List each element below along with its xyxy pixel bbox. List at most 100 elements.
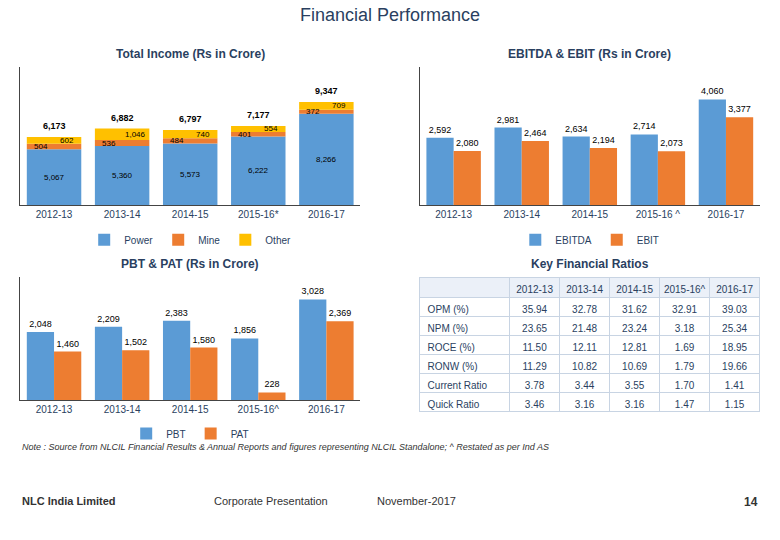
svg-text:3,377: 3,377	[728, 104, 751, 114]
svg-text:6,222: 6,222	[248, 166, 269, 175]
svg-text:PBT & PAT (Rs in Crore): PBT & PAT (Rs in Crore)	[121, 257, 259, 271]
svg-text:3.16: 3.16	[575, 399, 595, 410]
svg-text:1.15: 1.15	[725, 399, 745, 410]
svg-text:536: 536	[102, 139, 116, 148]
svg-text:3.78: 3.78	[525, 380, 545, 391]
svg-text:RONW (%): RONW (%)	[428, 361, 478, 372]
svg-text:OPM (%): OPM (%)	[428, 304, 469, 315]
svg-text:2016-17: 2016-17	[716, 284, 753, 295]
svg-text:23.65: 23.65	[522, 323, 547, 334]
svg-text:PBT: PBT	[166, 429, 185, 440]
svg-text:2012-13: 2012-13	[435, 209, 472, 220]
svg-text:504: 504	[34, 142, 48, 151]
svg-text:1,460: 1,460	[56, 339, 79, 349]
svg-text:2014-15: 2014-15	[172, 209, 209, 220]
svg-text:19.66: 19.66	[722, 361, 747, 372]
svg-text:2014-15: 2014-15	[571, 209, 608, 220]
svg-text:EBITDA & EBIT (Rs in Crore): EBITDA & EBIT (Rs in Crore)	[508, 47, 671, 61]
svg-text:NLC India Limited: NLC India Limited	[22, 495, 116, 507]
svg-text:2,981: 2,981	[497, 115, 520, 125]
svg-text:Other: Other	[265, 235, 291, 246]
svg-text:ROCE (%): ROCE (%)	[428, 342, 475, 353]
svg-text:EBITDA: EBITDA	[555, 235, 591, 246]
svg-text:2,369: 2,369	[329, 308, 352, 318]
svg-text:25.34: 25.34	[722, 323, 747, 334]
svg-text:2,592: 2,592	[429, 125, 452, 135]
svg-text:November-2017: November-2017	[377, 495, 456, 507]
svg-text:7,177: 7,177	[247, 110, 270, 120]
svg-text:23.24: 23.24	[622, 323, 647, 334]
svg-text:Note : Source from NLCIL Finan: Note : Source from NLCIL Financial Resul…	[22, 442, 549, 452]
svg-text:3.55: 3.55	[625, 380, 645, 391]
svg-text:5,573: 5,573	[180, 170, 201, 179]
svg-text:2014-15: 2014-15	[172, 404, 209, 415]
svg-text:21.48: 21.48	[572, 323, 597, 334]
svg-text:18.95: 18.95	[722, 342, 747, 353]
svg-text:1.41: 1.41	[725, 380, 745, 391]
svg-text:6,797: 6,797	[179, 114, 202, 124]
svg-text:11.29: 11.29	[522, 361, 547, 372]
svg-text:4,060: 4,060	[701, 86, 724, 96]
svg-text:NPM (%): NPM (%)	[428, 323, 469, 334]
svg-text:3.46: 3.46	[525, 399, 545, 410]
svg-text:Power: Power	[124, 235, 153, 246]
svg-text:2012-13: 2012-13	[36, 404, 73, 415]
svg-text:6,173: 6,173	[43, 121, 66, 131]
svg-text:2013-14: 2013-14	[104, 209, 141, 220]
svg-text:2013-14: 2013-14	[566, 284, 603, 295]
svg-text:31.62: 31.62	[622, 304, 647, 315]
svg-text:Financial Performance: Financial Performance	[300, 5, 480, 25]
svg-text:2015-16 ^: 2015-16 ^	[636, 209, 680, 220]
svg-text:Quick Ratio: Quick Ratio	[428, 399, 480, 410]
svg-text:2012-13: 2012-13	[36, 209, 73, 220]
svg-text:11.50: 11.50	[522, 342, 547, 353]
svg-text:2016-17: 2016-17	[308, 209, 345, 220]
svg-text:401: 401	[238, 130, 252, 139]
svg-text:5,360: 5,360	[112, 171, 133, 180]
svg-text:3.18: 3.18	[675, 323, 695, 334]
svg-text:1,580: 1,580	[193, 335, 216, 345]
svg-text:EBIT: EBIT	[637, 235, 659, 246]
svg-text:10.82: 10.82	[572, 361, 597, 372]
svg-text:Total Income (Rs in Crore): Total Income (Rs in Crore)	[116, 47, 265, 61]
svg-text:2014-15: 2014-15	[616, 284, 653, 295]
svg-text:2,048: 2,048	[29, 319, 52, 329]
svg-text:2013-14: 2013-14	[503, 209, 540, 220]
svg-text:1,856: 1,856	[233, 325, 256, 335]
svg-text:1.47: 1.47	[675, 399, 695, 410]
svg-text:2013-14: 2013-14	[104, 404, 141, 415]
svg-text:2,464: 2,464	[524, 128, 547, 138]
svg-text:2,080: 2,080	[456, 138, 479, 148]
svg-text:2015-16*: 2015-16*	[238, 209, 279, 220]
svg-text:1.70: 1.70	[675, 380, 695, 391]
svg-text:1,502: 1,502	[124, 337, 147, 347]
svg-text:12.81: 12.81	[622, 342, 647, 353]
svg-text:Corporate Presentation: Corporate Presentation	[214, 495, 328, 507]
svg-text:5,067: 5,067	[44, 173, 65, 182]
svg-text:554: 554	[264, 124, 278, 133]
svg-text:32.78: 32.78	[572, 304, 597, 315]
svg-text:2016-17: 2016-17	[308, 404, 345, 415]
svg-text:6,882: 6,882	[111, 113, 134, 123]
svg-text:12.11: 12.11	[572, 342, 597, 353]
svg-text:2,073: 2,073	[660, 138, 683, 148]
svg-text:228: 228	[264, 379, 279, 389]
svg-text:2015-16^: 2015-16^	[238, 404, 280, 415]
svg-text:2,194: 2,194	[592, 135, 615, 145]
svg-text:PAT: PAT	[231, 429, 249, 440]
svg-text:Current Ratio: Current Ratio	[428, 380, 488, 391]
svg-text:14: 14	[744, 495, 758, 509]
svg-text:1.79: 1.79	[675, 361, 695, 372]
svg-text:Mine: Mine	[198, 235, 220, 246]
svg-text:3.16: 3.16	[625, 399, 645, 410]
svg-text:39.03: 39.03	[722, 304, 747, 315]
svg-text:3.44: 3.44	[575, 380, 595, 391]
svg-text:10.69: 10.69	[622, 361, 647, 372]
svg-text:372: 372	[306, 107, 320, 116]
svg-text:709: 709	[332, 101, 346, 110]
svg-text:9,347: 9,347	[315, 86, 338, 96]
svg-text:2,383: 2,383	[165, 308, 188, 318]
svg-text:1,046: 1,046	[125, 130, 146, 139]
svg-text:2,209: 2,209	[97, 314, 120, 324]
svg-text:2015-16^: 2015-16^	[664, 284, 706, 295]
